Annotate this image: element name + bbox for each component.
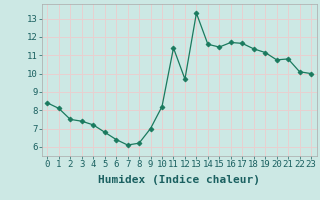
X-axis label: Humidex (Indice chaleur): Humidex (Indice chaleur) [98,175,260,185]
